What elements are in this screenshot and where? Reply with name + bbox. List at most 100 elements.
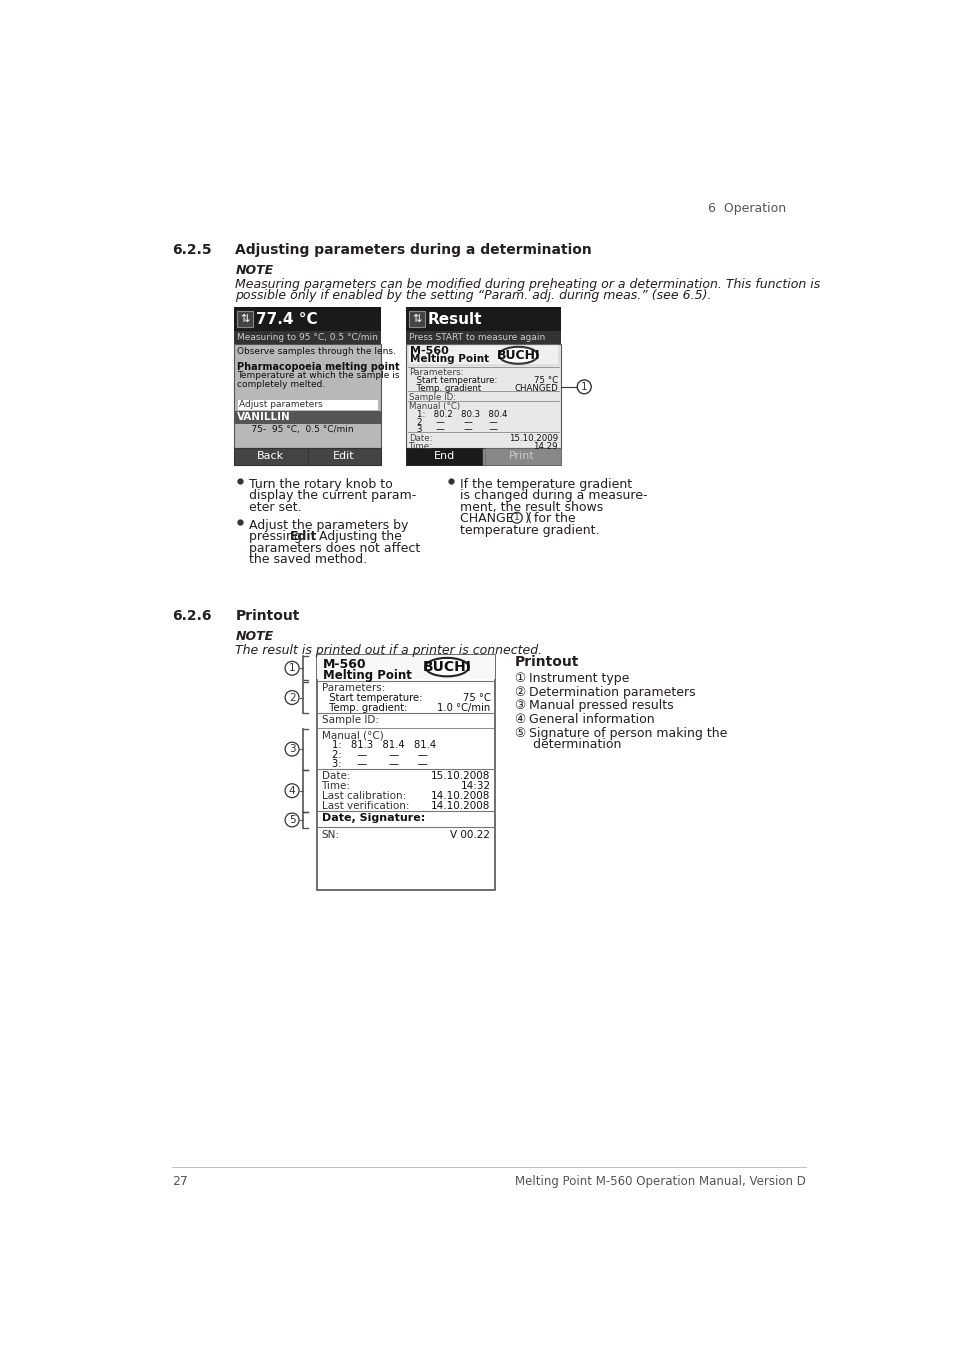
Text: Date:: Date: [409,433,432,443]
Text: eter set.: eter set. [249,501,302,514]
Text: CHANGED (: CHANGED ( [459,513,532,525]
Text: 6.2.6: 6.2.6 [172,609,212,622]
Text: the saved method.: the saved method. [249,554,367,566]
Circle shape [285,784,298,798]
Ellipse shape [498,347,537,363]
Text: ⇅: ⇅ [412,315,421,324]
Text: Edit: Edit [290,531,316,543]
Bar [236,400,377,410]
Text: Start temperature:: Start temperature: [410,377,497,385]
Bar [406,448,481,464]
Text: M-560: M-560 [410,346,448,356]
Text: 75 °C: 75 °C [534,377,558,385]
Text: 1: 1 [580,382,587,391]
Text: 1.0 °C/min: 1.0 °C/min [436,703,490,713]
Bar [307,448,381,464]
Text: is changed during a measure-: is changed during a measure- [459,489,647,502]
Ellipse shape [425,657,468,676]
Text: 3     —       —      —: 3 — — — [416,425,497,435]
Text: Date:: Date: [321,771,350,782]
Text: determination: determination [525,738,621,751]
Text: SN:: SN: [321,830,339,840]
Bar [233,344,381,448]
Circle shape [285,662,298,675]
Text: Sample ID:: Sample ID: [409,393,456,402]
Text: 27: 27 [172,1176,188,1188]
Text: V 00.22: V 00.22 [450,830,490,840]
Circle shape [577,379,591,394]
Text: ③: ③ [514,699,525,713]
Text: BUCHI: BUCHI [422,660,471,674]
Text: Observe samples through the lens.: Observe samples through the lens. [236,347,395,356]
Text: Adjust the parameters by: Adjust the parameters by [249,518,409,532]
Text: 14.10.2008: 14.10.2008 [431,791,490,801]
Text: VANILLIN: VANILLIN [236,412,291,423]
Text: Print: Print [509,451,535,460]
Text: CHANGED: CHANGED [514,383,558,393]
Text: Printout: Printout [514,655,578,668]
Text: Adjust parameters: Adjust parameters [238,400,322,409]
Bar [233,412,381,424]
Text: 3: 3 [289,744,295,755]
Bar [406,331,560,344]
Text: Melting Point M-560 Operation Manual, Version D: Melting Point M-560 Operation Manual, Ve… [515,1176,805,1188]
Text: ②: ② [514,686,525,698]
Text: Date, Signature:: Date, Signature: [321,814,424,824]
Bar [233,448,307,464]
Bar [484,448,560,464]
Text: ⇅: ⇅ [240,315,250,324]
Text: ⑤: ⑤ [514,728,525,740]
Text: 6  Operation: 6 Operation [707,202,785,215]
Text: Temp. gradient: Temp. gradient [410,383,480,393]
Text: Manual pressed results: Manual pressed results [525,699,673,713]
Text: Start temperature:: Start temperature: [323,694,422,703]
Text: 1:   81.3   81.4   81.4: 1: 81.3 81.4 81.4 [332,740,436,751]
Bar [233,448,381,464]
Text: 75-  95 °C,  0.5 °C/min: 75- 95 °C, 0.5 °C/min [236,425,354,435]
Bar [316,655,495,890]
Text: pressing: pressing [249,531,306,543]
Text: 14.29: 14.29 [533,441,558,451]
Bar [316,655,495,679]
Text: temperature gradient.: temperature gradient. [459,524,599,537]
Text: 75 °C: 75 °C [462,694,490,703]
Text: NOTE: NOTE [235,263,274,277]
Text: Pharmacopoeia melting point: Pharmacopoeia melting point [236,362,399,373]
Text: Parameters:: Parameters: [409,369,463,378]
Text: BUCHI: BUCHI [497,348,539,362]
Text: ④: ④ [514,713,525,726]
Text: Instrument type: Instrument type [525,672,629,684]
Text: NOTE: NOTE [235,630,274,643]
Text: . Adjusting the: . Adjusting the [311,531,402,543]
Text: 2: 2 [289,693,295,702]
Text: 6.2.5: 6.2.5 [172,243,212,256]
Text: 14.10.2008: 14.10.2008 [431,801,490,811]
Text: End: End [434,451,455,460]
Text: ment, the result shows: ment, the result shows [459,501,603,514]
Text: Result: Result [427,312,481,327]
Text: 5: 5 [289,815,295,825]
Text: 15.10.2008: 15.10.2008 [431,771,490,782]
Text: Temp. gradient:: Temp. gradient: [323,703,407,713]
Text: Time:: Time: [409,441,433,451]
Text: Sample ID:: Sample ID: [321,716,378,725]
Text: display the current param-: display the current param- [249,489,416,502]
Bar [406,344,560,448]
Circle shape [285,813,298,828]
Text: Time:: Time: [321,782,350,791]
Text: 14:32: 14:32 [460,782,490,791]
Text: 77.4 °C: 77.4 °C [255,312,317,327]
Text: completely melted.: completely melted. [236,379,325,389]
Text: ①: ① [514,672,525,684]
Text: If the temperature gradient: If the temperature gradient [459,478,632,490]
Text: 1: 1 [514,513,519,522]
Text: Press START to measure again: Press START to measure again [409,333,545,342]
Bar [233,331,381,344]
Text: Melting Point: Melting Point [410,354,489,363]
Text: Last verification:: Last verification: [321,801,409,811]
Text: 2     —       —      —: 2 — — — [416,417,497,427]
Text: Adjusting parameters during a determination: Adjusting parameters during a determinat… [235,243,592,256]
Bar [233,306,381,331]
Text: 1: 1 [289,663,295,674]
Bar [407,346,558,366]
